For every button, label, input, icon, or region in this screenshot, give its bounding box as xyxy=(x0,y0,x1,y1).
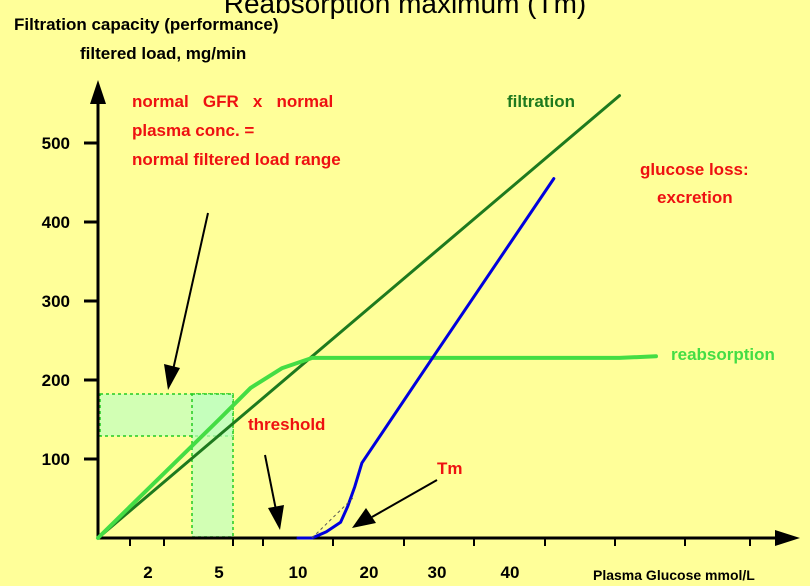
x-tick-label: 2 xyxy=(143,563,152,582)
normal-note-line-2: plasma conc. = xyxy=(132,121,254,140)
tm-projection-dashed xyxy=(311,495,356,539)
tm-arrowhead xyxy=(352,508,376,528)
x-tick-label: 30 xyxy=(428,563,447,582)
x-tick-label: 40 xyxy=(501,563,520,582)
chart-title: Reabsorption maximum (Tm) xyxy=(223,0,587,19)
threshold-label: threshold xyxy=(248,415,325,434)
normal-note-line-1: normal GFR x normal xyxy=(132,92,333,111)
series-line-reabsorption xyxy=(96,354,658,540)
normal-note-line-3: normal filtered load range xyxy=(132,150,341,169)
axis-ticks: 100 200 300 400 500 2 5 10 20 30 40 xyxy=(42,134,751,582)
x-axis-title: Plasma Glucose mmol/L xyxy=(593,567,755,583)
tm-arrow-shaft xyxy=(371,479,438,518)
series-line-glucose-loss-excretion xyxy=(296,177,556,540)
normal-range-arrowhead xyxy=(164,364,180,390)
excretion-label-line-2: excretion xyxy=(657,188,733,207)
y-axis-title: Filtration capacity (performance) xyxy=(14,15,279,34)
threshold-arrowhead xyxy=(268,505,284,530)
normal-range-arrow-shaft xyxy=(172,212,209,371)
filtration-series-label: filtration xyxy=(507,92,575,111)
normal-range-vertical-band xyxy=(191,393,234,538)
x-tick-label: 5 xyxy=(214,563,223,582)
reabsorption-series-label: reabsorption xyxy=(671,345,775,364)
excretion-label-line-1: glucose loss: xyxy=(640,160,749,179)
y-axis-arrowhead xyxy=(90,80,106,104)
x-tick-label: 20 xyxy=(360,563,379,582)
y-tick-label: 300 xyxy=(42,292,70,311)
chart-series xyxy=(96,94,658,540)
y-tick-label: 400 xyxy=(42,213,70,232)
x-tick-label: 10 xyxy=(289,563,308,582)
y-tick-label: 200 xyxy=(42,371,70,390)
series-line-filtration xyxy=(96,94,621,540)
y-tick-label: 100 xyxy=(42,450,70,469)
y-axis-subtitle: filtered load, mg/min xyxy=(80,44,246,63)
tm-label: Tm xyxy=(437,459,463,478)
threshold-arrow-shaft xyxy=(264,454,277,511)
y-tick-label: 500 xyxy=(42,134,70,153)
x-axis-arrowhead xyxy=(775,530,800,546)
